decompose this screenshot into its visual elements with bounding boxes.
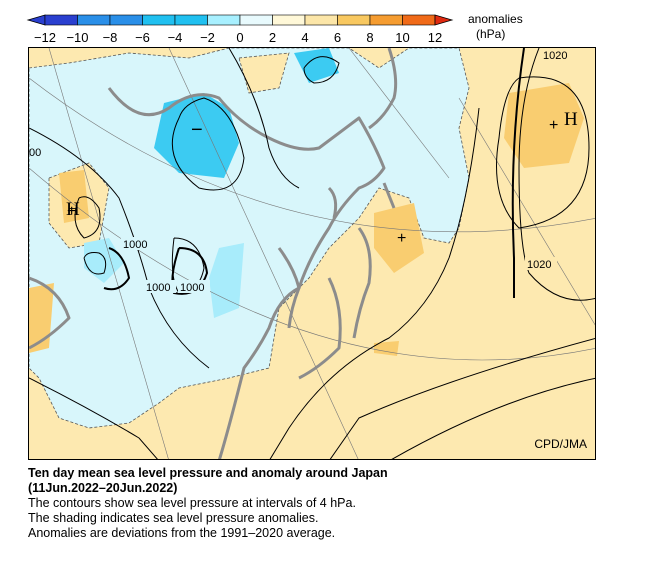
anomaly-colorbar: −12 −10 −8 −6 −4 −2 0 2 4 6 8 10 12 [26, 14, 454, 45]
colorbar-segment [272, 14, 306, 26]
figure-caption: Ten day mean sea level pressure and anom… [28, 466, 628, 541]
positive-anomaly-marker: + [549, 117, 558, 134]
contour-label: 00 [29, 147, 41, 159]
colorbar-tick-label: 12 [428, 30, 442, 45]
colorbar-segment [142, 14, 176, 26]
colorbar-tick-label: −2 [200, 30, 215, 45]
caption-line: The contours show sea level pressure at … [28, 496, 356, 510]
colorbar-tick-label: 0 [236, 30, 243, 45]
colorbar-tick-label: −6 [135, 30, 150, 45]
caption-line: The shading indicates sea level pressure… [28, 511, 319, 525]
colorbar-segment [337, 14, 371, 26]
colorbar-segment [77, 14, 111, 26]
colorbar-tick-label: −10 [66, 30, 88, 45]
contour-label: 1000 [180, 282, 204, 294]
colorbar-segment [44, 14, 78, 26]
caption-line: Anomalies are deviations from the 1991–2… [28, 526, 336, 540]
positive-anomaly-marker: + [397, 230, 406, 247]
colorbar-tick-label: 8 [366, 30, 373, 45]
caption-period: (11Jun.2022–20Jun.2022) [28, 481, 178, 495]
pressure-center-markers: H H − + + + [66, 109, 578, 247]
colorbar-segment [109, 14, 143, 26]
negative-anomaly-marker: − [191, 119, 203, 141]
colorbar-segment [174, 14, 208, 26]
colorbar-segment [207, 14, 241, 26]
coastlines [29, 48, 398, 459]
colorbar-tick-label: −8 [103, 30, 118, 45]
contour-label: 1000 [146, 282, 170, 294]
high-pressure-marker: H [564, 109, 578, 130]
strong-negative-anomaly [154, 93, 239, 178]
colorbar-segment [402, 14, 436, 26]
colorbar-units-hpa: (hPa) [476, 27, 506, 41]
colorbar-min-arrow [26, 14, 46, 26]
colorbar-max-arrow [434, 14, 454, 26]
graticule [29, 48, 595, 459]
contour-label-group: 1020 1020 1000 1000 1000 00 [29, 48, 573, 294]
contour-label: 1020 [543, 50, 567, 62]
pressure-anomaly-map: 1020 1020 1000 1000 1000 00 H H − + + + … [28, 47, 596, 460]
caption-title: Ten day mean sea level pressure and anom… [28, 466, 388, 480]
colorbar-tick-label: 4 [301, 30, 308, 45]
high-pressure-marker: H [66, 199, 80, 220]
colorbar-segment [369, 14, 403, 26]
colorbar-units-label: anomalies [468, 12, 523, 26]
colorbar-tick-label: −4 [168, 30, 183, 45]
colorbar-tick-label: 6 [334, 30, 341, 45]
contour-label: 1020 [527, 259, 551, 271]
positive-anomaly-marker: + [67, 203, 76, 220]
credit-label: CPD/JMA [534, 437, 587, 451]
colorbar-segment [304, 14, 338, 26]
colorbar-tick-label: −12 [34, 30, 56, 45]
contour-label: 1000 [123, 239, 147, 251]
negative-anomaly-area [29, 48, 470, 429]
colorbar-tick-label: 2 [269, 30, 276, 45]
colorbar-segment [239, 14, 273, 26]
colorbar-tick-label: 10 [395, 30, 409, 45]
